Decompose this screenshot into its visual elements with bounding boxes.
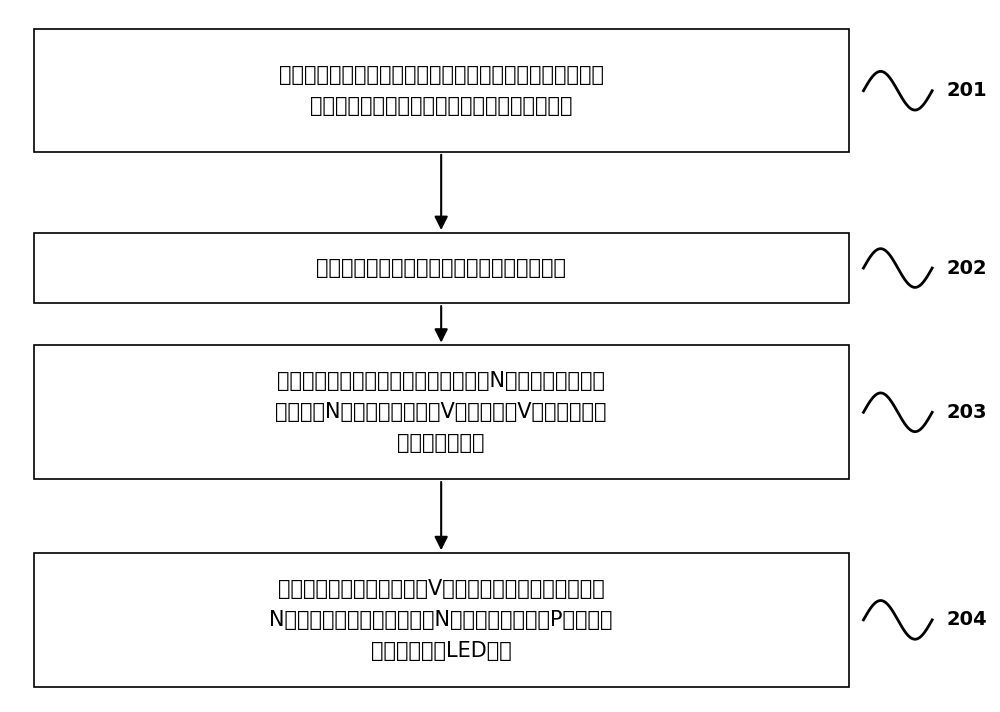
Text: 203: 203 [947, 403, 987, 422]
Text: 采用纵向生长方法保持所述V形坑的形状，在所述重掺杂的
N型层的上表面依次生长低掺N型层、量子阱层，P型层，从
而形成完整的LED结构: 采用纵向生长方法保持所述V形坑的形状，在所述重掺杂的 N型层的上表面依次生长低掺… [269, 579, 613, 661]
Text: 在所述无定型的缓冲层的上表面生长非掺杂层: 在所述无定型的缓冲层的上表面生长非掺杂层 [316, 258, 566, 278]
Text: 204: 204 [947, 610, 988, 629]
Text: 201: 201 [947, 81, 988, 100]
FancyBboxPatch shape [34, 345, 849, 479]
Text: 在衬底的上表面通入金属源和氨气，通过所述金属源和氨气
反应，在所述衬底的上表面形成无定型的缓冲层: 在衬底的上表面通入金属源和氨气，通过所述金属源和氨气 反应，在所述衬底的上表面形… [279, 65, 604, 116]
Text: 在所述非掺杂层的上表面生长重掺杂的N型层，其中，所述
重掺杂的N型层的上表面形成V形坑，所述V形坑作为粗化
的一种形式存在: 在所述非掺杂层的上表面生长重掺杂的N型层，其中，所述 重掺杂的N型层的上表面形成… [275, 371, 607, 454]
FancyBboxPatch shape [34, 233, 849, 303]
Text: 202: 202 [947, 258, 988, 278]
FancyBboxPatch shape [34, 553, 849, 686]
FancyBboxPatch shape [34, 28, 849, 152]
